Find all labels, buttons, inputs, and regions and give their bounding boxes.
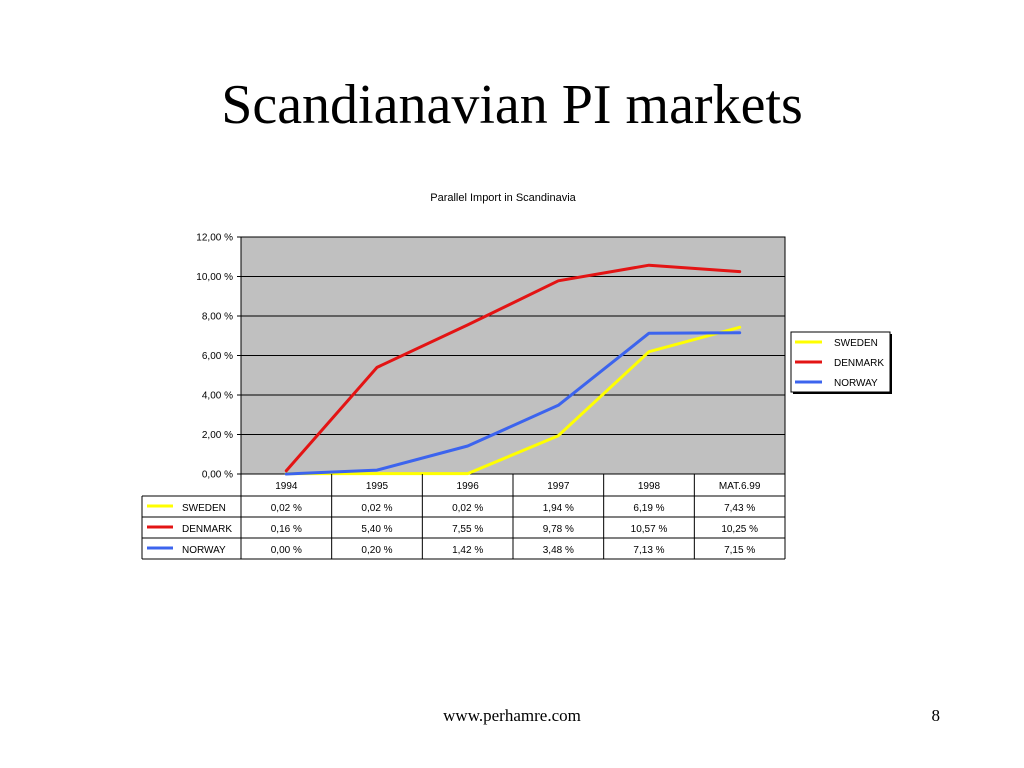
data-label: 7,43 % xyxy=(724,503,755,514)
footer-url: www.perhamre.com xyxy=(443,706,581,725)
data-label: 9,78 % xyxy=(543,524,574,535)
data-label: 0,02 % xyxy=(271,503,302,514)
data-label: 3,48 % xyxy=(543,545,574,556)
data-table xyxy=(141,474,786,560)
data-label: 7,15 % xyxy=(724,545,755,556)
y-tick-label: 8,00 % xyxy=(202,312,233,323)
data-label: 1,42 % xyxy=(452,545,483,556)
data-label: 0,16 % xyxy=(271,524,302,535)
data-label: 7,55 % xyxy=(452,524,483,535)
x-category-label: 1994 xyxy=(275,481,298,492)
data-label: 6,19 % xyxy=(633,503,664,514)
slide-title: Scandianavian PI markets xyxy=(221,74,803,136)
table-series-name: NORWAY xyxy=(182,545,226,556)
data-label: 1,94 % xyxy=(543,503,574,514)
data-label: 5,40 % xyxy=(361,524,392,535)
x-category-label: 1996 xyxy=(457,481,480,492)
chart-title: Parallel Import in Scandinavia xyxy=(430,192,576,204)
x-category-label: MAT.6.99 xyxy=(719,481,761,492)
y-tick-label: 10,00 % xyxy=(196,272,233,283)
y-tick-label: 2,00 % xyxy=(202,430,233,441)
y-tick-label: 0,00 % xyxy=(202,470,233,481)
page-number: 8 xyxy=(931,706,941,725)
data-label: 0,02 % xyxy=(452,503,483,514)
data-label: 7,13 % xyxy=(633,545,664,556)
legend xyxy=(790,331,892,394)
series-line-denmark xyxy=(284,263,742,473)
series-line-norway xyxy=(284,331,742,476)
table-series-name: DENMARK xyxy=(182,524,232,535)
y-tick-label: 6,00 % xyxy=(202,351,233,362)
legend-label: NORWAY xyxy=(834,378,878,389)
series-line-sweden xyxy=(284,325,742,476)
y-tick-label: 4,00 % xyxy=(202,391,233,402)
data-label: 10,25 % xyxy=(721,524,758,535)
legend-label: DENMARK xyxy=(834,358,884,369)
x-category-label: 1998 xyxy=(638,481,661,492)
table-series-name: SWEDEN xyxy=(182,503,226,514)
x-category-label: 1995 xyxy=(366,481,389,492)
data-label: 0,00 % xyxy=(271,545,302,556)
data-label: 0,20 % xyxy=(361,545,392,556)
legend-label: SWEDEN xyxy=(834,338,878,349)
x-category-label: 1997 xyxy=(547,481,570,492)
gridlines xyxy=(237,236,785,475)
data-label: 0,02 % xyxy=(361,503,392,514)
data-label: 10,57 % xyxy=(631,524,668,535)
y-tick-label: 12,00 % xyxy=(196,233,233,244)
